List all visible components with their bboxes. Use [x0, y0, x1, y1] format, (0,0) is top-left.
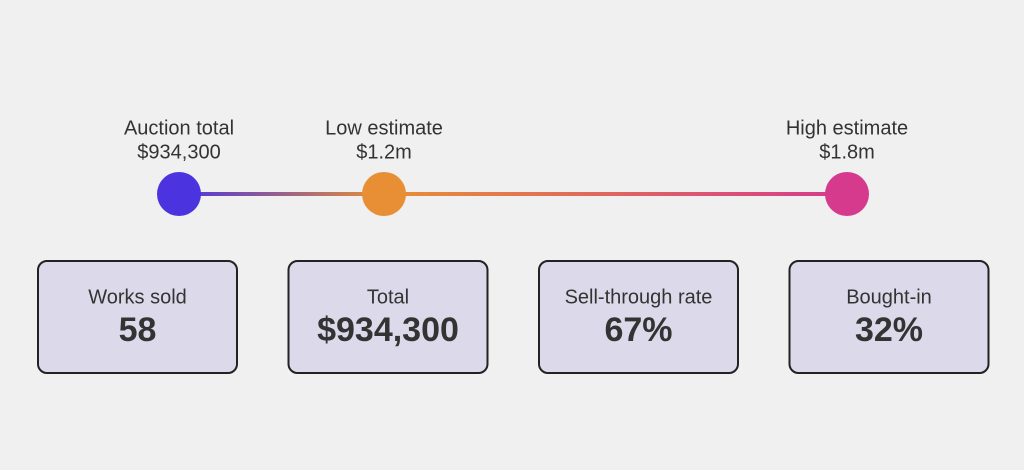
marker-name: High estimate: [786, 117, 908, 139]
stat-value: $934,300: [317, 311, 459, 349]
stat-card: [788, 260, 990, 374]
stat-label: Sell-through rate: [565, 286, 713, 308]
marker-value: $934,300: [137, 141, 220, 163]
marker-value: $1.2m: [356, 141, 412, 163]
stat-card: [287, 260, 489, 374]
stat-card: [37, 260, 238, 374]
marker-value: $1.8m: [819, 141, 875, 163]
marker-dot: [157, 172, 201, 216]
marker-name: Auction total: [124, 117, 234, 139]
stat-label: Bought-in: [846, 286, 932, 308]
stat-value: 58: [119, 311, 157, 349]
marker-name: Low estimate: [325, 117, 443, 139]
stat-label: Total: [367, 286, 409, 308]
stat-label: Works sold: [88, 286, 187, 308]
marker-dot: [362, 172, 407, 216]
stat-value: 32%: [855, 311, 923, 349]
marker-dot: [825, 172, 869, 216]
stat-value: 67%: [604, 311, 672, 349]
stat-card: [538, 260, 739, 374]
